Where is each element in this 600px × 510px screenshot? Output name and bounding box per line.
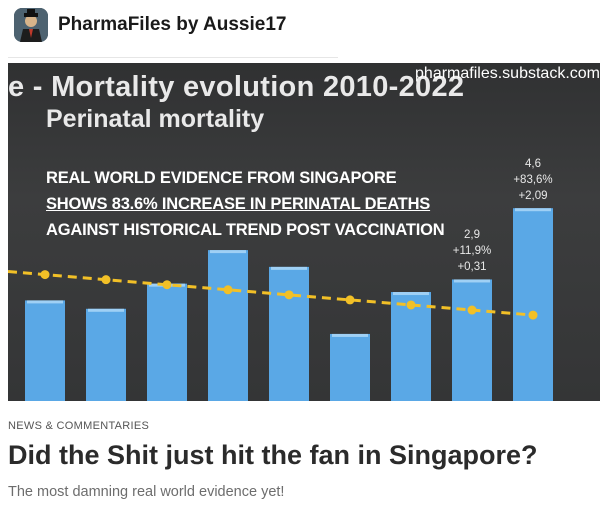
bar-highlight-7 [454, 279, 490, 283]
data-label-line-2: +0,31 [457, 261, 487, 274]
bar-highlight-1 [88, 308, 124, 312]
claim-line-1: REAL WORLD EVIDENCE FROM SINGAPORE [46, 169, 397, 187]
publication-header: PharmaFiles by Aussie17 [0, 0, 600, 58]
bar-highlight-4 [271, 266, 307, 270]
chart-title: e - Mortality evolution 2010-2022 [8, 71, 465, 103]
data-label-line-2: +2,09 [518, 190, 548, 203]
bar-0 [25, 300, 65, 401]
avatar[interactable] [14, 8, 48, 42]
category-label[interactable]: NEWS & COMMENTARIES [8, 420, 150, 432]
claim-line-2: SHOWS 83.6% INCREASE IN PERINATAL DEATHS [46, 195, 431, 213]
trend-point-1 [101, 275, 111, 285]
bar-highlight-6 [393, 292, 429, 296]
bar-1 [86, 308, 126, 401]
data-label-line-1: +83,6% [513, 174, 553, 187]
bar-6 [391, 292, 431, 401]
bar-chart [8, 208, 553, 401]
chart-subtitle: Perinatal mortality [46, 105, 265, 133]
bar-4 [269, 266, 309, 401]
trend-point-4 [284, 290, 294, 300]
bar-highlight-3 [210, 250, 246, 254]
data-label-line-0: 2,9 [464, 229, 480, 242]
bar-highlight-8 [515, 208, 551, 212]
cover-image[interactable]: e - Mortality evolution 2010-2022 Perina… [8, 63, 600, 401]
bar-3 [208, 250, 248, 401]
bar-5 [330, 333, 370, 401]
avatar-icon [14, 8, 48, 42]
data-label-line-0: 4,6 [525, 158, 541, 171]
bar-7 [452, 279, 492, 401]
publication-name[interactable]: PharmaFiles by Aussie17 [58, 14, 287, 35]
trend-point-2 [162, 280, 172, 290]
bar-2 [147, 283, 187, 401]
header-divider [8, 57, 338, 58]
data-label-8: 4,6 +83,6% +2,09 [498, 156, 568, 204]
article-subtitle: The most damning real world evidence yet… [8, 484, 285, 500]
watermark: pharmafiles.substack.com [415, 65, 600, 82]
article-title[interactable]: Did the Shit just hit the fan in Singapo… [8, 440, 538, 470]
trend-point-7 [467, 305, 477, 315]
claim-line-3: AGAINST HISTORICAL TREND POST VACCINATIO… [46, 221, 445, 239]
trend-point-5 [345, 295, 355, 305]
data-label-line-1: +11,9% [452, 245, 492, 258]
trend-point-3 [223, 285, 233, 295]
trend-point-6 [406, 300, 416, 310]
bar-highlight-0 [27, 300, 63, 304]
data-label-7: 2,9 +11,9% +0,31 [437, 227, 507, 275]
trend-point-8 [528, 310, 538, 320]
bar-8 [513, 208, 553, 401]
trend-point-0 [40, 270, 50, 280]
trend-line [8, 270, 534, 317]
bar-highlight-5 [332, 333, 368, 337]
